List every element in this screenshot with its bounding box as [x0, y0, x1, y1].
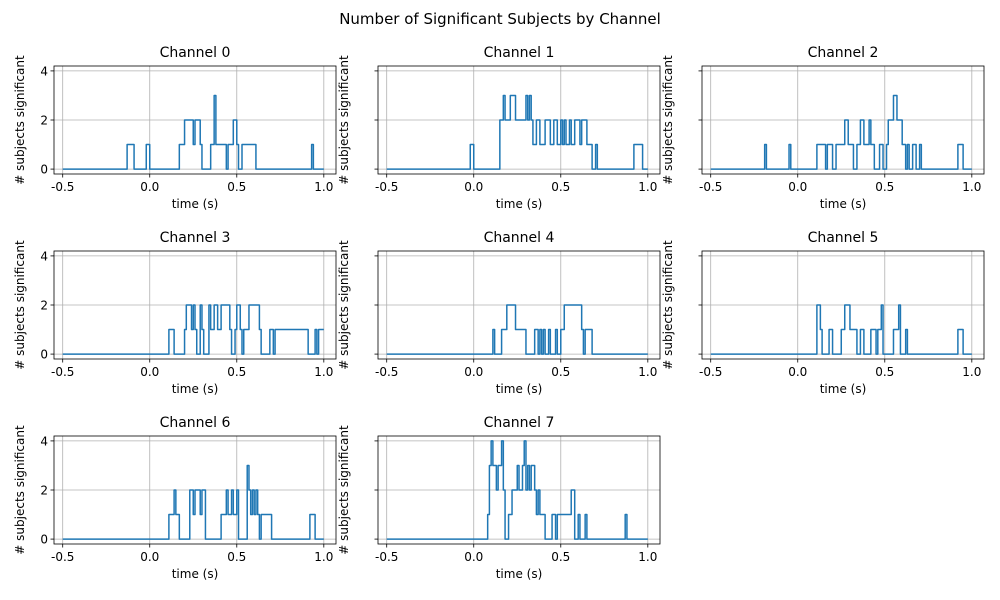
series-line — [710, 94, 972, 170]
subplot-channel-4: -0.5 0.0 0.5 1.0 Channel 4 time (s) # subjects… — [337, 230, 661, 396]
subplot-title: Channel 5 — [808, 230, 879, 246]
subplot-title: Channel 3 — [160, 230, 231, 246]
x-axis-label: time (s) — [496, 567, 543, 581]
x-tick-label: -0.5 — [51, 550, 74, 564]
x-tick-label: -0.5 — [375, 365, 398, 379]
series-line — [62, 94, 324, 170]
x-axis-label: time (s) — [820, 382, 867, 396]
y-axis-label: # subjects significant — [13, 55, 27, 185]
y-tick-label: 2 — [40, 484, 48, 498]
y-tick-label: 0 — [40, 163, 48, 177]
series-line — [710, 304, 972, 355]
x-axis-label: time (s) — [820, 197, 867, 211]
series-line — [62, 304, 324, 355]
x-tick-label: -0.5 — [51, 365, 74, 379]
subplot-channel-1: -0.5 0.0 0.5 1.0 Channel 1 time (s) # subjects… — [337, 45, 661, 211]
y-tick-label: 4 — [40, 249, 48, 263]
subplot-channel-6: -0.5 0.0 0.5 1.0 0 2 4 Channel 6 time (s) # subje… — [13, 415, 337, 581]
subplots-grid: -0.5 0.0 0.5 1.0 0 2 4 Channel 0 time (s) # subje… — [13, 45, 985, 581]
series-line — [62, 464, 324, 540]
series-line — [386, 94, 648, 170]
x-tick-label: 1.0 — [638, 550, 657, 564]
y-axis-label: # subjects significant — [13, 240, 27, 370]
x-tick-label: 0.5 — [551, 550, 570, 564]
x-tick-label: 1.0 — [638, 365, 657, 379]
y-tick-label: 4 — [40, 434, 48, 448]
x-tick-label: -0.5 — [375, 550, 398, 564]
x-tick-label: 0.0 — [464, 550, 483, 564]
subplot-title: Channel 1 — [484, 45, 555, 61]
x-axis-label: time (s) — [496, 382, 543, 396]
x-tick-label: 0.0 — [140, 180, 159, 194]
subplot-channel-0: -0.5 0.0 0.5 1.0 0 2 4 Channel 0 time (s) # subje… — [13, 45, 337, 211]
y-axis-label: # subjects significant — [337, 55, 351, 185]
x-tick-label: 0.5 — [875, 365, 894, 379]
y-tick-label: 0 — [40, 533, 48, 547]
y-tick-label: 2 — [40, 114, 48, 128]
x-tick-label: 1.0 — [314, 550, 333, 564]
x-tick-label: 0.0 — [464, 365, 483, 379]
x-tick-label: 1.0 — [962, 180, 981, 194]
x-tick-label: 0.5 — [551, 365, 570, 379]
subplot-channel-7: -0.5 0.0 0.5 1.0 Channel 7 time (s) # subjects… — [337, 415, 661, 581]
y-axis-label: # subjects significant — [337, 240, 351, 370]
x-tick-label: -0.5 — [51, 180, 74, 194]
x-tick-label: 0.5 — [551, 180, 570, 194]
x-tick-label: 0.0 — [140, 550, 159, 564]
x-tick-label: 0.5 — [227, 180, 246, 194]
series-line — [386, 440, 648, 540]
subplot-title: Channel 4 — [484, 230, 555, 246]
x-tick-label: -0.5 — [699, 365, 722, 379]
x-tick-label: 0.0 — [140, 365, 159, 379]
x-tick-label: 0.5 — [227, 550, 246, 564]
x-axis-label: time (s) — [172, 567, 219, 581]
x-tick-label: -0.5 — [699, 180, 722, 194]
x-tick-label: 1.0 — [638, 180, 657, 194]
figure-suptitle: Number of Significant Subjects by Channe… — [339, 10, 661, 28]
x-tick-label: 0.0 — [788, 180, 807, 194]
subplot-channel-3: -0.5 0.0 0.5 1.0 0 2 4 Channel 3 time (s) # subje… — [13, 230, 337, 396]
x-axis-label: time (s) — [172, 382, 219, 396]
y-tick-label: 0 — [40, 348, 48, 362]
subplot-title: Channel 0 — [160, 45, 231, 61]
subplot-title: Channel 7 — [484, 415, 555, 431]
series-line — [386, 304, 648, 355]
x-tick-label: 0.0 — [788, 365, 807, 379]
x-tick-label: 1.0 — [314, 365, 333, 379]
x-axis-label: time (s) — [172, 197, 219, 211]
x-tick-label: -0.5 — [375, 180, 398, 194]
x-tick-label: 0.0 — [464, 180, 483, 194]
subplot-title: Channel 2 — [808, 45, 879, 61]
x-tick-label: 1.0 — [962, 365, 981, 379]
x-tick-label: 0.5 — [227, 365, 246, 379]
x-tick-label: 1.0 — [314, 180, 333, 194]
y-tick-label: 2 — [40, 299, 48, 313]
y-tick-label: 4 — [40, 64, 48, 78]
x-tick-label: 0.5 — [875, 180, 894, 194]
y-axis-label: # subjects significant — [661, 240, 675, 370]
y-axis-label: # subjects significant — [337, 425, 351, 555]
subplot-channel-5: -0.5 0.0 0.5 1.0 Channel 5 time (s) # subjects… — [661, 230, 985, 396]
x-axis-label: time (s) — [496, 197, 543, 211]
subplot-channel-2: -0.5 0.0 0.5 1.0 Channel 2 time (s) # subjects… — [661, 45, 985, 211]
subplot-title: Channel 6 — [160, 415, 231, 431]
y-axis-label: # subjects significant — [661, 55, 675, 185]
y-axis-label: # subjects significant — [13, 425, 27, 555]
